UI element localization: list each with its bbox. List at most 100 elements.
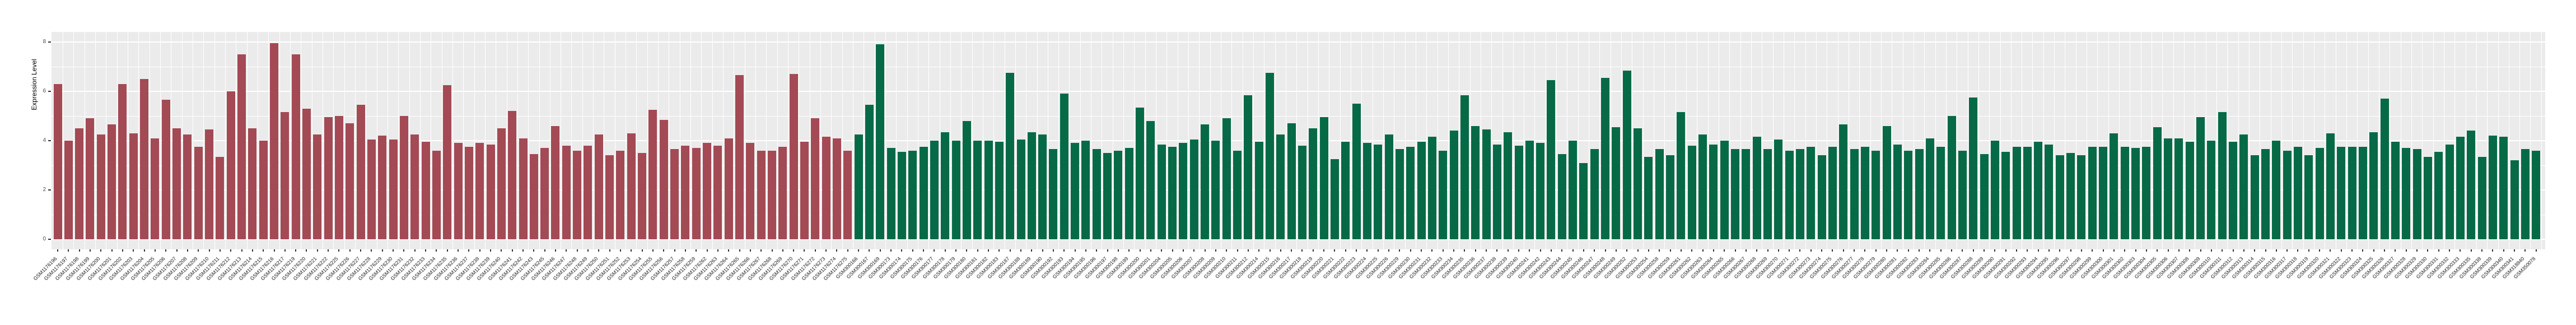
bar-GSM300221 [1330, 159, 1339, 239]
x-tick [1496, 249, 1498, 252]
bar-GSM1176236 [454, 143, 463, 239]
x-tick [1236, 249, 1238, 252]
bar-GSM300288 [1969, 97, 1978, 239]
bar-GSM300327 [2391, 142, 2400, 239]
x-tick [1886, 249, 1888, 252]
x-tick [1117, 249, 1119, 252]
x-tick [1031, 249, 1033, 252]
vertical-gridline [961, 32, 962, 249]
x-tick [2232, 249, 2234, 252]
x-tick [836, 249, 838, 252]
x-tick [1215, 249, 1216, 252]
x-tick [1604, 249, 1606, 252]
x-tick [1366, 249, 1368, 252]
vertical-gridline [1534, 32, 1536, 249]
vertical-gridline [539, 32, 540, 249]
x-tick [446, 249, 448, 252]
x-tick [1182, 249, 1184, 252]
bar-GSM1176246 [551, 126, 560, 239]
bar-GSM1176216 [270, 43, 279, 239]
x-tick [1594, 249, 1595, 252]
x-tick [1150, 249, 1151, 252]
bar-GSM300265 [1720, 141, 1729, 239]
vertical-gridline [409, 32, 410, 249]
bar-GSM300231 [1417, 142, 1426, 239]
major-gridline [52, 41, 2545, 43]
x-tick [2210, 249, 2212, 252]
x-tick [2135, 249, 2136, 252]
bar-GSM1176229 [378, 136, 387, 239]
vertical-gridline [593, 32, 594, 249]
x-tick [1421, 249, 1422, 252]
bar-GSM300272 [1795, 149, 1804, 239]
bar-GSM300249 [1612, 127, 1621, 239]
x-tick [2189, 249, 2191, 252]
vertical-gridline [2346, 32, 2347, 249]
vertical-gridline [246, 32, 248, 249]
vertical-gridline [2303, 32, 2304, 249]
bar-GSM300252 [1622, 70, 1631, 239]
x-tick [1442, 249, 1444, 252]
bar-GSM300276 [1839, 124, 1848, 239]
x-tick [154, 249, 156, 252]
x-tick [208, 249, 210, 252]
x-tick [1799, 249, 1801, 252]
bar-GSM1176240 [497, 128, 506, 239]
x-tick [696, 249, 697, 252]
vertical-gridline [907, 32, 908, 249]
bar-GSM300282 [1904, 150, 1913, 239]
bar-GSM300216 [1276, 134, 1285, 239]
x-tick [2178, 249, 2180, 252]
bar-GSM300325 [2369, 132, 2378, 239]
x-tick [1972, 249, 1974, 252]
vertical-gridline [1253, 32, 1254, 249]
x-tick [923, 249, 925, 252]
bar-GSM300199 [1124, 148, 1133, 239]
x-tick [1951, 249, 1953, 252]
x-tick [1139, 249, 1141, 252]
bar-GSM1176205 [151, 138, 160, 239]
x-tick [1172, 249, 1173, 252]
vertical-gridline [203, 32, 204, 249]
bar-GSM300230 [1406, 147, 1415, 239]
x-tick [998, 249, 1000, 252]
bar-GSM300335 [2467, 131, 2476, 239]
bar-GSM300204 [1157, 144, 1166, 239]
x-tick [100, 249, 102, 252]
vertical-gridline [517, 32, 518, 249]
vertical-gridline [1578, 32, 1579, 249]
bar-GSM1176221 [313, 134, 322, 239]
bar-GSM1176208 [183, 134, 192, 239]
vertical-gridline [1772, 32, 1774, 249]
x-tick [1269, 249, 1271, 252]
vertical-gridline [528, 32, 529, 249]
y-tick-label: 8 [43, 39, 46, 45]
bar-GSM300194 [1071, 143, 1080, 239]
x-tick [89, 249, 91, 252]
vertical-gridline [474, 32, 475, 249]
x-tick [2157, 249, 2158, 252]
bar-GSM300217 [1287, 123, 1296, 239]
vertical-gridline [755, 32, 757, 249]
bar-GSM300226 [1384, 134, 1393, 239]
x-tick [1226, 249, 1228, 252]
bar-GSM1176217 [281, 112, 290, 239]
vertical-gridline [419, 32, 421, 249]
x-tick [1464, 249, 1466, 252]
bar-GSM1176245 [540, 148, 549, 239]
x-tick [68, 249, 69, 252]
bar-GSM1176257 [670, 149, 679, 239]
x-tick [2362, 249, 2364, 252]
y-tick [48, 91, 51, 92]
x-tick [1052, 249, 1054, 252]
bar-GSM300253 [1634, 128, 1642, 239]
bar-GSM300196 [1092, 149, 1101, 239]
x-tick [1842, 249, 1844, 252]
bar-GSM300269 [1763, 149, 1772, 239]
x-tick [1659, 249, 1660, 252]
bar-GSM1176213 [237, 54, 246, 239]
x-tick [479, 249, 480, 252]
bar-GSM1176242 [519, 138, 528, 239]
bar-GSM300177 [930, 141, 939, 239]
bar-GSM300326 [2380, 99, 2389, 239]
